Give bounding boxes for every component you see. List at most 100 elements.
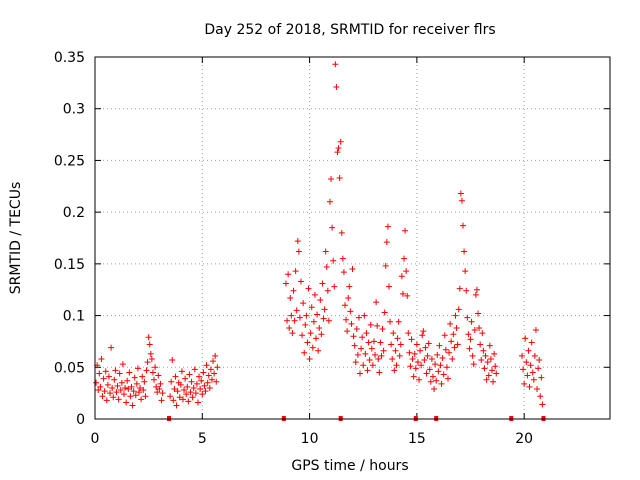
- data-point: [393, 362, 400, 369]
- data-point: [416, 376, 423, 383]
- data-point: [140, 387, 147, 394]
- data-point: [189, 394, 196, 401]
- data-point: [359, 334, 366, 341]
- data-point: [381, 309, 388, 316]
- data-point: [484, 359, 491, 366]
- data-point: [422, 344, 429, 351]
- data-point: [390, 330, 397, 337]
- data-point: [485, 372, 492, 379]
- data-point: [101, 388, 108, 395]
- data-point: [110, 394, 117, 401]
- data-point: [443, 364, 450, 371]
- data-point: [187, 389, 194, 396]
- data-point: [126, 369, 133, 376]
- data-point: [109, 384, 116, 391]
- data-point: [536, 357, 543, 364]
- data-point: [467, 336, 474, 343]
- data-point: [293, 307, 300, 314]
- data-point: [361, 312, 368, 319]
- data-point: [336, 175, 343, 182]
- data-point: [417, 347, 424, 354]
- data-point: [490, 378, 497, 385]
- data-point: [208, 376, 215, 383]
- data-point: [418, 362, 425, 369]
- data-point: [476, 324, 483, 331]
- data-point: [323, 263, 330, 270]
- data-point: [446, 349, 453, 356]
- data-point: [310, 318, 317, 325]
- data-point: [404, 292, 411, 299]
- data-point: [113, 389, 120, 396]
- data-point: [311, 291, 318, 298]
- data-point: [405, 330, 412, 337]
- data-point: [450, 331, 457, 338]
- data-point: [183, 391, 190, 398]
- data-point: [453, 324, 460, 331]
- data-point: [487, 356, 494, 363]
- data-point: [522, 335, 529, 342]
- data-point: [378, 352, 385, 359]
- data-point: [527, 362, 534, 369]
- data-point: [413, 341, 420, 348]
- data-point: [465, 331, 472, 338]
- data-point: [528, 339, 535, 346]
- data-point: [125, 386, 132, 393]
- x-tick-label: 20: [515, 431, 533, 447]
- data-point: [332, 61, 339, 68]
- data-point: [198, 377, 205, 384]
- data-point: [338, 229, 345, 236]
- data-point: [364, 367, 371, 374]
- data-point: [539, 401, 546, 408]
- data-point: [387, 318, 394, 325]
- data-point: [119, 361, 126, 368]
- data-point: [432, 361, 439, 368]
- data-point: [203, 362, 210, 369]
- data-point: [326, 198, 333, 205]
- plot-frame: [94, 56, 611, 420]
- data-point: [135, 389, 142, 396]
- data-point: [376, 369, 383, 376]
- data-point: [481, 365, 488, 372]
- data-point: [345, 294, 352, 301]
- data-point: [298, 278, 304, 285]
- grid-lines: [95, 57, 610, 419]
- data-point: [478, 357, 485, 364]
- data-point: [112, 367, 119, 374]
- data-point: [355, 314, 362, 321]
- x-axis-label: GPS time / hours: [291, 458, 408, 474]
- data-point: [441, 332, 448, 339]
- data-point: [137, 384, 144, 391]
- y-axis-label: SRMTID / TECUs: [8, 182, 24, 295]
- data-point: [185, 398, 192, 405]
- data-point: [369, 362, 376, 369]
- data-point: [145, 334, 152, 341]
- data-point: [521, 380, 528, 387]
- data-point: [530, 376, 537, 383]
- data-point: [392, 347, 399, 354]
- data-point: [329, 224, 336, 231]
- data-point: [157, 380, 164, 387]
- data-point: [131, 374, 138, 381]
- data-point: [315, 347, 322, 354]
- data-point: [529, 369, 536, 376]
- data-point: [471, 327, 478, 334]
- x-tick-label: 5: [198, 431, 207, 447]
- data-point: [334, 149, 341, 156]
- data-point: [388, 341, 395, 348]
- data-point: [153, 383, 160, 390]
- data-point: [429, 373, 436, 380]
- data-point: [424, 352, 431, 359]
- data-point: [184, 383, 191, 390]
- data-point: [200, 369, 207, 376]
- data-point: [328, 176, 335, 183]
- y-tick-label: 0.1: [63, 309, 85, 325]
- y-tick-label: 0.05: [54, 360, 85, 376]
- data-point: [313, 335, 320, 342]
- data-point: [349, 266, 356, 273]
- data-point: [132, 392, 139, 399]
- data-point: [385, 283, 392, 290]
- data-point: [177, 381, 184, 388]
- data-point: [282, 280, 289, 287]
- data-point: [148, 356, 155, 363]
- data-point: [414, 359, 421, 366]
